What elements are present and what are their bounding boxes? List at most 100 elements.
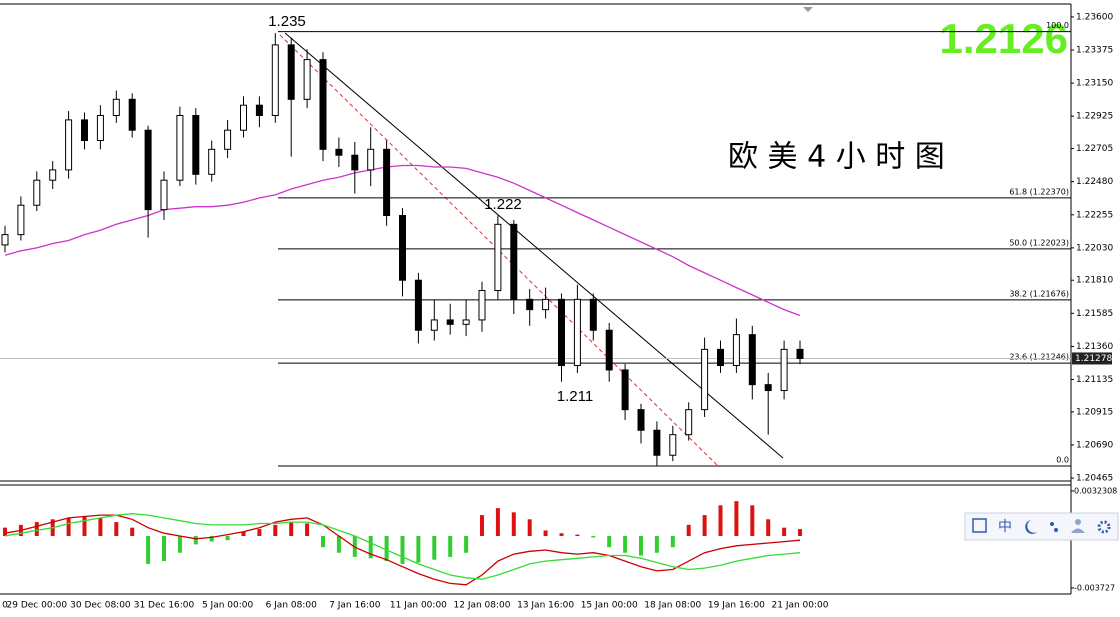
candle-body	[478, 290, 486, 321]
icon[interactable]	[1054, 528, 1058, 532]
macd-bar	[766, 519, 771, 537]
candle-body	[383, 148, 391, 217]
fib-label: 0.0	[1056, 455, 1069, 464]
macd-bar	[798, 529, 802, 537]
icon[interactable]	[1071, 528, 1085, 534]
macd-bar	[98, 517, 103, 537]
macd-bar	[448, 536, 453, 557]
y-tick-label: 1.21585	[1076, 309, 1113, 319]
candle-body	[542, 298, 550, 311]
candle-body	[399, 215, 406, 281]
y-tick-label: 1.21360	[1076, 342, 1113, 352]
fib-label: 38.2 (1.21676)	[1009, 289, 1069, 298]
macd-bar	[686, 524, 691, 537]
macd-bar	[432, 536, 437, 560]
macd-bar	[495, 508, 500, 537]
toolbar: 中	[964, 512, 1119, 541]
x-tick-label: 6 Jan 08:00	[266, 601, 318, 611]
candle-body	[81, 119, 88, 141]
y-tick-label: 1.22705	[1076, 144, 1113, 154]
fib-label: 100.0	[1046, 21, 1069, 30]
macd-bar	[130, 527, 135, 537]
candle-body	[685, 409, 693, 436]
macd-bar	[241, 531, 246, 537]
candle-body	[367, 148, 375, 171]
candle-body	[128, 98, 136, 131]
macd-bar	[368, 536, 373, 559]
toolbar-frame	[964, 512, 1119, 541]
x-tick-label: 18 Jan 08:00	[644, 601, 701, 611]
macd-bar	[702, 515, 707, 537]
macd-bar	[416, 536, 421, 563]
macd-bar	[654, 536, 659, 553]
ma-line	[4, 164, 801, 317]
macd-bar	[400, 536, 405, 564]
icon[interactable]	[1097, 520, 1111, 534]
y-tick-label: 1.22480	[1076, 177, 1113, 187]
candle-body	[224, 129, 232, 150]
y-tick-label: 1.21810	[1076, 276, 1113, 286]
x-tick-label: 13 Jan 16:00	[517, 601, 574, 611]
macd-bar	[193, 536, 198, 545]
candle-body	[33, 179, 41, 206]
macd-line	[4, 513, 801, 580]
macd-bar	[289, 522, 294, 537]
macd-bar	[321, 536, 325, 548]
icon[interactable]	[1075, 519, 1081, 525]
macd-bar	[209, 536, 214, 542]
annotation: 1.211	[557, 388, 593, 405]
candle-body	[49, 169, 57, 181]
icon[interactable]	[972, 518, 987, 533]
candle-body	[17, 204, 25, 236]
candle-body	[65, 119, 73, 171]
macd-bar	[750, 505, 755, 537]
macd-bar	[527, 519, 532, 537]
macd-bar	[384, 536, 389, 562]
y-tick-label: 1.23150	[1076, 79, 1113, 89]
icon[interactable]	[1025, 520, 1037, 534]
candle-body	[701, 348, 709, 411]
candle-body	[446, 319, 454, 325]
trend-line	[279, 34, 719, 467]
candle-body	[732, 334, 740, 367]
x-tick-label: 5 Jan 00:00	[202, 601, 254, 611]
lang-button[interactable]: 中	[998, 519, 1012, 535]
macd-bar	[146, 536, 151, 564]
candle-body	[192, 114, 200, 175]
macd-tick-label: 0.0032308	[1074, 486, 1117, 495]
shift-marker	[803, 7, 813, 12]
candle-body	[573, 298, 581, 367]
icon[interactable]	[1050, 522, 1054, 526]
macd-bar	[559, 533, 564, 537]
x-tick-label: 30 Dec 08:00	[70, 601, 131, 611]
macd-bar	[734, 501, 739, 537]
macd-bar	[591, 536, 596, 538]
x-tick-label: 12 Jan 08:00	[454, 601, 511, 611]
macd-bar	[225, 536, 230, 541]
annotation: 1.222	[484, 196, 522, 213]
y-tick-label: 1.21135	[1076, 375, 1113, 385]
candle-body	[653, 429, 661, 456]
candle-body	[144, 129, 152, 211]
candle-body	[351, 154, 359, 171]
macd-bar	[575, 534, 580, 537]
fib-label: 23.6 (1.21246)	[1009, 353, 1069, 362]
macd-bar	[670, 536, 675, 548]
macd-bar	[543, 530, 548, 537]
candle-body	[112, 98, 120, 116]
candle-body	[558, 298, 565, 367]
y-tick-label: 1.20465	[1076, 474, 1113, 484]
x-tick-label: 19 Jan 16:00	[708, 601, 765, 611]
x-tick-label: 31 Dec 16:00	[134, 601, 195, 611]
quote: 1.2126	[940, 15, 1068, 62]
x-tick-label: 29 Dec 00:00	[7, 601, 68, 611]
candle-body	[494, 223, 502, 292]
candle-body	[748, 334, 756, 386]
y-tick-label: 1.22925	[1076, 112, 1113, 122]
y-tick-label: 1.23600	[1076, 12, 1113, 22]
macd-bar	[273, 524, 278, 537]
x-tick-label: 0	[2, 601, 8, 611]
candle-body	[764, 384, 772, 392]
candle-body	[160, 179, 168, 211]
